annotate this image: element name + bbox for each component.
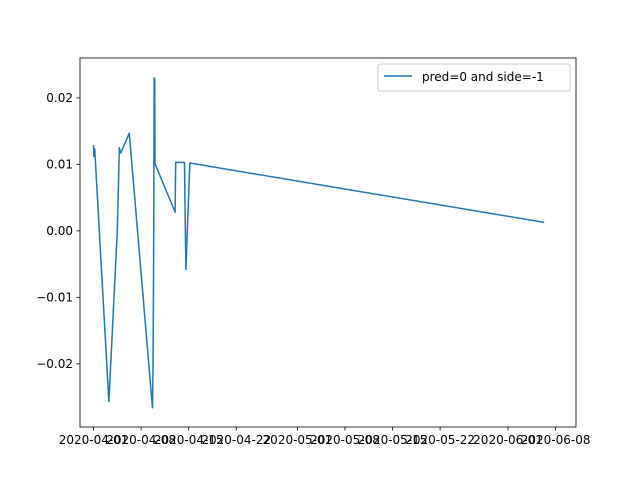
legend-box — [377, 63, 571, 92]
y-tick-label: −0.02 — [36, 357, 73, 371]
legend: pred=0 and side=-1 — [377, 63, 571, 92]
x-tick-label: 2020-05-01 — [263, 433, 333, 447]
x-tick-label: 2020-06-08 — [521, 433, 591, 447]
series-line-0 — [92, 77, 545, 409]
x-tick-label: 2020-04-22 — [201, 433, 271, 447]
y-axis: 0.02 0.01 0.00 −0.01 −0.02 — [36, 91, 80, 371]
x-tick-label: 2020-05-08 — [310, 433, 380, 447]
series-layer — [92, 77, 545, 409]
x-tick-label: 2020-06-01 — [473, 433, 543, 447]
plot-area — [80, 58, 576, 427]
x-tick-label: 2020-05-15 — [358, 433, 428, 447]
x-tick-label: 2020-04-01 — [59, 433, 129, 447]
y-tick-label: 0.00 — [46, 224, 73, 238]
axes-frame — [79, 57, 577, 428]
x-tick-label: 2020-04-15 — [154, 433, 224, 447]
legend-label: pred=0 and side=-1 — [422, 70, 544, 84]
x-tick-label: 2020-04-08 — [106, 433, 176, 447]
x-tick-label: 2020-05-22 — [405, 433, 475, 447]
y-tick-label: −0.01 — [36, 290, 73, 304]
y-tick-label: 0.02 — [46, 91, 73, 105]
x-axis: 2020-04-012020-04-082020-04-152020-04-22… — [59, 427, 591, 447]
y-tick-label: 0.01 — [46, 157, 73, 171]
